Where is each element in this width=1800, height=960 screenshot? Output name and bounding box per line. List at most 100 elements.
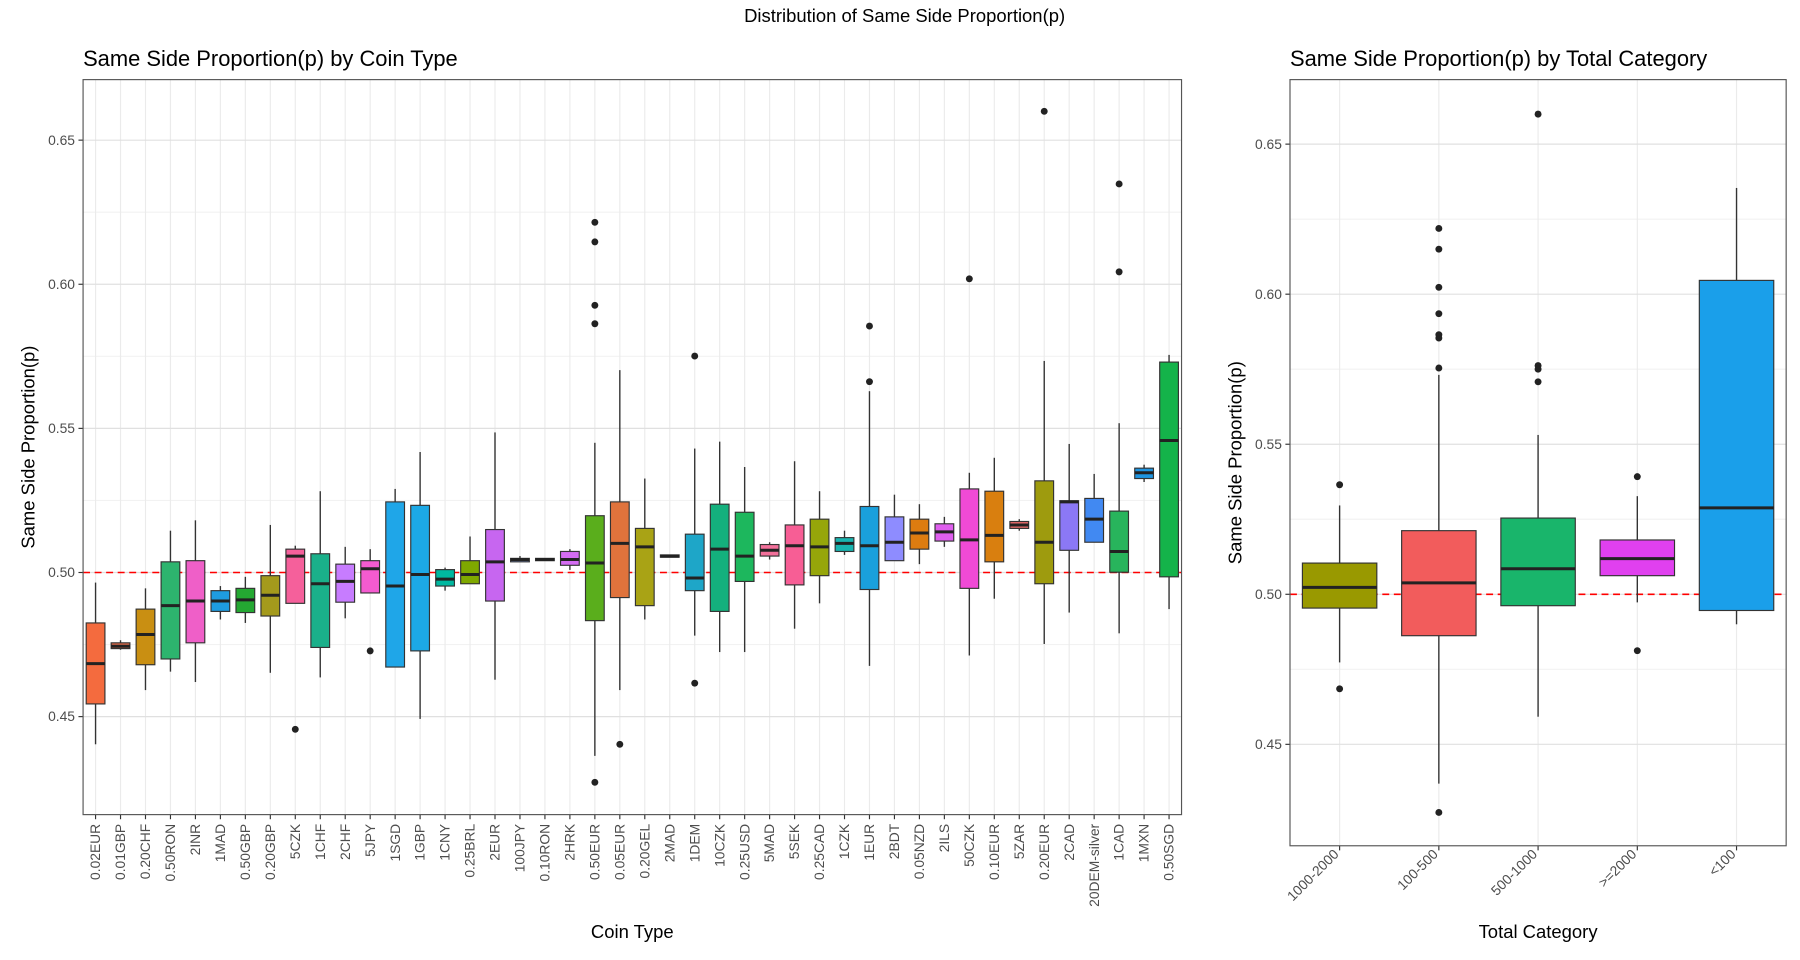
outlier [591, 301, 599, 309]
box [135, 608, 156, 666]
y-axis-label: Same Side Proportion(p) [1225, 361, 1246, 564]
x-tick-label: 0.20EUR [1036, 824, 1052, 880]
outlier [591, 320, 599, 328]
x-tick-label: 1MXN [1136, 824, 1152, 862]
x-tick-label: 0.20GBP [262, 824, 278, 880]
box [1059, 500, 1080, 551]
x-tick-label: 0.25USD [736, 824, 752, 880]
x-tick-label: 5SEK [786, 823, 802, 859]
x-tick-label: 2EUR [487, 824, 503, 861]
outlier [1115, 180, 1123, 188]
outlier [1534, 110, 1542, 118]
box [859, 505, 880, 591]
box [984, 490, 1005, 563]
x-tick-label: 0.01GBP [112, 824, 128, 880]
x-tick-label: 10CZK [711, 823, 727, 867]
plot-area [83, 79, 1182, 815]
outlier [1435, 283, 1443, 291]
box [360, 560, 381, 594]
outlier [1435, 225, 1443, 232]
x-tick-label: 20DEM-silver [1086, 823, 1102, 906]
box [684, 533, 705, 592]
outlier [1633, 473, 1641, 481]
x-tick-label: 2CAD [1061, 824, 1077, 861]
y-tick-label: 0.50 [1255, 586, 1282, 602]
x-tick-label: 0.50RON [162, 824, 178, 882]
box [609, 501, 630, 599]
outlier [591, 218, 599, 226]
outlier [1040, 107, 1048, 115]
outlier [591, 778, 599, 786]
chart-title: Same Side Proportion(p) by Total Categor… [1290, 46, 1707, 71]
outlier [1435, 364, 1443, 372]
x-tick-label: 0.50SGD [1161, 824, 1177, 881]
outlier [1336, 685, 1344, 693]
x-tick-label: 1CZK [836, 823, 852, 859]
x-tick-label: 5ZAR [1011, 824, 1027, 859]
outlier [1435, 334, 1443, 342]
outlier [1633, 647, 1641, 655]
x-tick-label: 1CHF [312, 824, 328, 860]
y-tick-label: 0.45 [48, 708, 75, 724]
box [884, 516, 905, 562]
box [584, 515, 605, 622]
outlier [965, 275, 973, 283]
x-tick-label: 1CNY [437, 824, 453, 861]
outlier [1435, 808, 1443, 816]
x-tick-label: 1EUR [861, 824, 877, 861]
outlier [866, 322, 873, 330]
x-tick-label: 0.50EUR [586, 824, 602, 880]
x-tick-label: 0.20CHF [137, 824, 153, 879]
outlier [691, 352, 699, 360]
outlier [1534, 378, 1542, 386]
y-tick-label: 0.60 [1255, 286, 1282, 302]
chart-title: Same Side Proportion(p) by Coin Type [83, 46, 458, 71]
plot-border [1289, 79, 1787, 847]
x-tick-label: 1MAD [212, 824, 228, 862]
x-tick-label: 0.02EUR [87, 824, 103, 880]
x-tick-label: 1SGD [387, 824, 403, 862]
outlier [591, 238, 599, 246]
box [634, 527, 655, 607]
y-tick-label: 0.65 [1255, 136, 1282, 152]
x-tick-label: 1CAD [1111, 824, 1127, 861]
box [734, 511, 755, 583]
x-tick-label: 2MAD [661, 824, 677, 862]
outlier [1534, 365, 1542, 373]
box [310, 553, 331, 649]
box [1159, 361, 1179, 578]
y-tick-label: 0.60 [48, 276, 75, 292]
x-tick-label: 5CZK [287, 823, 303, 859]
outlier [1115, 268, 1123, 276]
figure-title: Distribution of Same Side Proportion(p) [744, 5, 1065, 26]
outlier [1336, 481, 1344, 489]
x-tick-label: 0.20GEL [636, 824, 652, 879]
box [1109, 510, 1130, 573]
y-tick-label: 0.45 [1255, 736, 1282, 752]
box [1500, 517, 1576, 607]
x-tick-label: 2CHF [337, 824, 353, 860]
box [410, 504, 431, 652]
outlier [866, 378, 873, 386]
box [1034, 480, 1055, 585]
outlier [1435, 310, 1443, 318]
box [385, 501, 406, 668]
box [1698, 279, 1775, 612]
outlier [691, 679, 699, 687]
x-tick-label: 2HRK [562, 823, 578, 861]
box [160, 561, 181, 660]
x-tick-label: 1GBP [412, 824, 428, 861]
x-tick-label: 0.50GBP [237, 824, 253, 880]
x-tick-label: 2ILS [936, 824, 952, 852]
x-tick-label: 0.10EUR [986, 824, 1002, 880]
y-tick-label: 0.65 [48, 132, 75, 148]
box [1301, 562, 1378, 609]
plot-border [82, 79, 1183, 816]
x-axis-label: Coin Type [591, 921, 674, 942]
box [285, 548, 306, 604]
x-tick-label: 2INR [187, 824, 203, 856]
x-tick-label: 100JPY [512, 824, 528, 872]
box [460, 560, 480, 585]
x-tick-label: 0.05EUR [611, 824, 627, 880]
box [335, 563, 356, 603]
